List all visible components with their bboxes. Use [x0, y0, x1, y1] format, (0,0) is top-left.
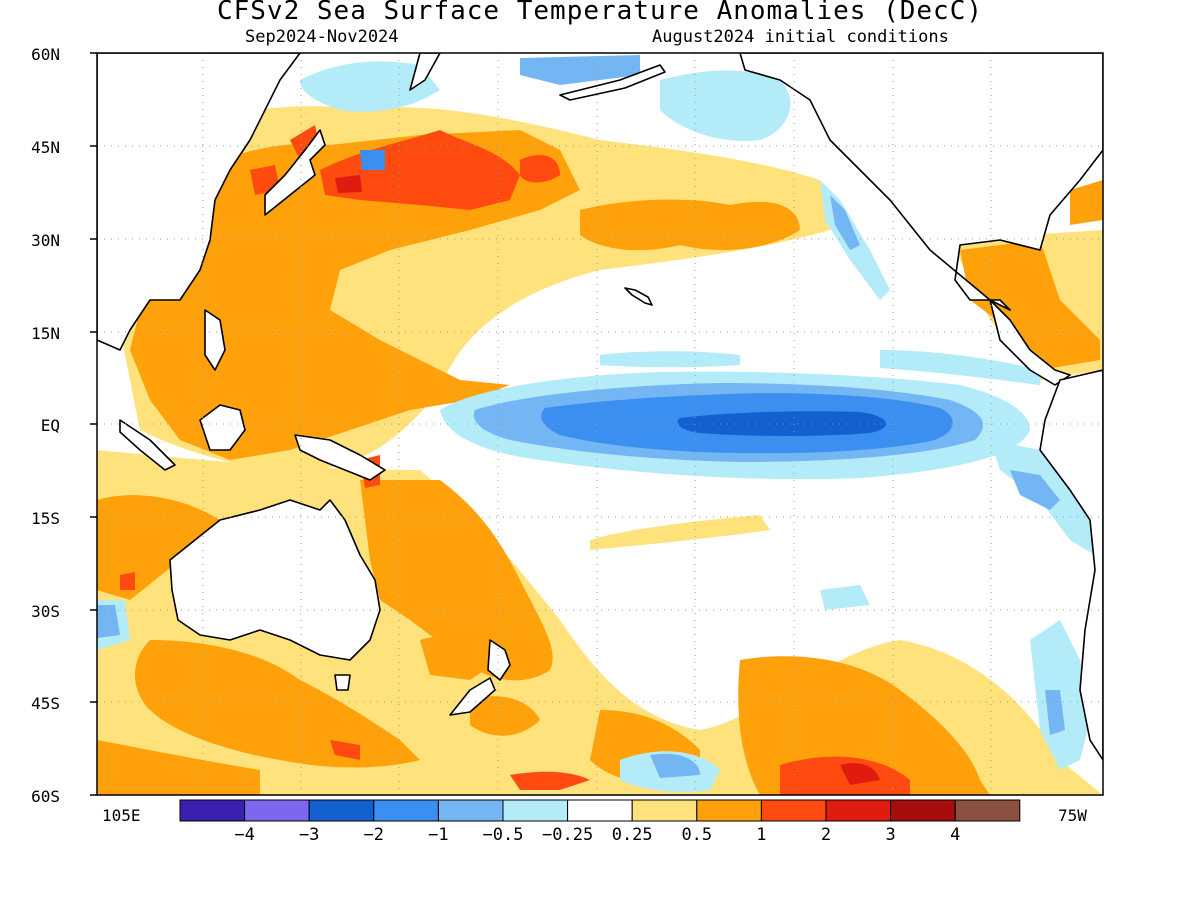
colorbar-swatch [179, 799, 246, 822]
colorbar-swatch [567, 799, 633, 822]
lat-label-60n: 60N [31, 45, 60, 64]
landmass-north-america [739, 53, 1103, 311]
anomaly-warm-3 [335, 175, 880, 785]
anomaly-cool-3 [677, 411, 887, 436]
landmass-hawaii [624, 287, 653, 306]
land-masses [97, 53, 1103, 761]
colorbar-tick-label: 0.25 [611, 825, 653, 845]
colorbar-tick-label: −2 [363, 825, 385, 845]
landmass-aleutians [559, 64, 666, 101]
colorbar-tick-label: −3 [298, 825, 320, 845]
colorbar-swatch [373, 799, 439, 822]
colorbar-tick-label: 3 [885, 825, 896, 845]
colorbar-swatch [244, 799, 310, 822]
colorbar-tick-label: −0.25 [542, 825, 594, 845]
colorbar-tick-label: 4 [950, 825, 961, 845]
colorbar-tick-label: −1 [428, 825, 449, 845]
lat-label-15n: 15N [31, 324, 60, 343]
colorbar-swatch [502, 799, 569, 822]
colorbar-swatch [696, 799, 762, 822]
landmass-philippines [204, 309, 226, 371]
colorbar [179, 799, 1021, 822]
lat-label-45n: 45N [31, 138, 60, 157]
landmass-asia [97, 53, 301, 351]
lat-label-eq: EQ [40, 416, 60, 435]
landmass-sumatra [119, 419, 176, 471]
lat-label-30s: 30S [31, 602, 60, 621]
colorbar-swatch [308, 799, 375, 822]
colorbar-tick-label: 0.5 [681, 825, 713, 845]
map-graticule [97, 53, 1103, 795]
colorbar-swatch [631, 799, 698, 822]
lat-label-15s: 15S [31, 509, 60, 528]
landmass-tasmania [334, 674, 351, 691]
colorbar-tick-label: −0.5 [482, 825, 524, 845]
colorbar-swatch [437, 799, 504, 822]
landmass-australia [169, 499, 381, 661]
lat-label-60s: 60S [31, 787, 60, 806]
colorbar-swatch [825, 799, 892, 822]
latitude-ticks [90, 52, 97, 796]
landmass-new-zealand-south [449, 677, 496, 716]
landmass-new-zealand-north [487, 639, 511, 681]
lat-label-45s: 45S [31, 694, 60, 713]
colorbar-tick-label: 1 [756, 825, 767, 845]
landmass-japan [264, 129, 326, 216]
map-title: CFSv2 Sea Surface Temperature Anomalies … [216, 0, 984, 26]
colorbar-swatch [760, 799, 827, 822]
initial-conditions: August2024 initial conditions [652, 27, 949, 47]
anomaly-field [97, 53, 1103, 795]
landmass-south-america [1039, 369, 1103, 761]
lat-label-30n: 30N [31, 231, 60, 250]
forecast-period: Sep2024-Nov2024 [245, 27, 399, 47]
landmass-borneo [199, 404, 246, 451]
colorbar-swatch [890, 799, 956, 822]
colorbar-swatch [954, 799, 1021, 822]
colorbar-tick-label: 2 [820, 825, 832, 845]
landmass-central-america [989, 299, 1071, 386]
colorbar-tick-label: −4 [234, 825, 255, 845]
landmass-new-guinea [294, 434, 386, 481]
lon-label-east: 75W [1058, 806, 1087, 825]
landmass-kamchatka [409, 53, 441, 91]
lon-label-west: 105E [102, 806, 141, 825]
